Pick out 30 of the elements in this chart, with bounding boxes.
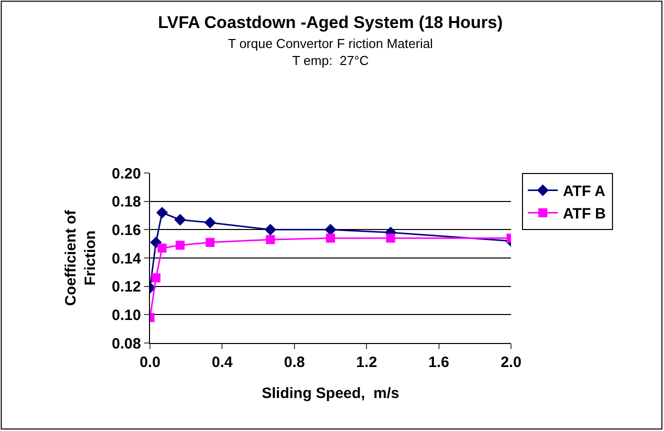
point: [151, 273, 160, 282]
y-tick-label: 0.14: [112, 250, 142, 268]
point: [206, 238, 215, 247]
legend-label: ATF B: [562, 206, 606, 223]
chart-subtitle: T orque Convertor F riction Material T emp: 27°C: [228, 36, 434, 68]
x-tick-label: 1.6: [428, 354, 450, 371]
point: [264, 224, 276, 236]
x-tick-label: 0.4: [212, 354, 234, 371]
y-tick-label: 0.10: [112, 306, 141, 324]
x-tick-label: 2.0: [500, 354, 522, 371]
x-axis-title: Sliding Speed, m/s: [262, 385, 400, 402]
point: [386, 234, 396, 243]
point: [326, 234, 335, 243]
point: [174, 214, 186, 226]
y-tick-label: 0.20: [112, 165, 141, 182]
point: [204, 216, 216, 228]
chart-title: LVFA Coastdown -Aged System (18 Hours): [158, 13, 503, 32]
y-axis-title: Coefficient of Friction: [62, 209, 100, 306]
x-tick-label: 0.8: [284, 354, 305, 371]
point: [176, 240, 185, 250]
point: [156, 206, 168, 219]
y-tick-label: 0.08: [112, 335, 141, 352]
point: [158, 244, 167, 253]
y-tick-label: 0.16: [112, 222, 141, 239]
y-tick-label: 0.18: [112, 194, 141, 211]
x-tick-label: 0.0: [140, 354, 160, 371]
x-tick-label: 1.2: [356, 354, 378, 371]
legend-label: ATF A: [562, 183, 606, 200]
y-tick-label: 0.12: [112, 278, 141, 296]
point: [266, 235, 275, 244]
